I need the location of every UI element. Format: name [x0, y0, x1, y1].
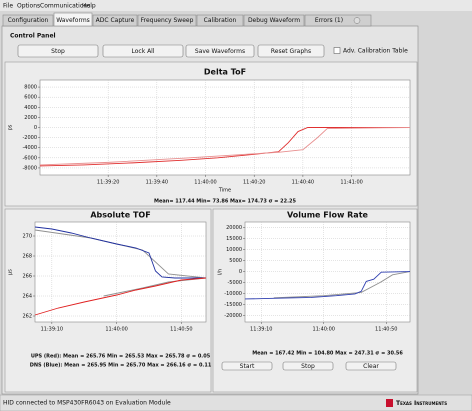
tab[interactable]: [53, 12, 93, 27]
y-tick-label: 262: [22, 314, 32, 320]
series-line: [103, 277, 207, 297]
tab-close[interactable]: [353, 17, 361, 24]
y-tick-label: 2000: [24, 115, 37, 121]
control-panel-title: Control Panel: [10, 33, 56, 40]
y-axis-label: l/h: [218, 269, 224, 275]
tab-label[interactable]: Debug Waveform: [248, 17, 300, 24]
tab[interactable]: [243, 14, 305, 27]
x-tick-label: 11:39:40: [146, 180, 168, 186]
tab[interactable]: [92, 14, 138, 27]
x-tick-label: 11:40:40: [292, 180, 314, 186]
x-tick-label: 11:41:00: [340, 180, 362, 186]
y-tick-label: -6000: [22, 155, 37, 161]
tab-label[interactable]: Frequency Sweep: [141, 17, 194, 24]
series-line: [244, 271, 411, 300]
y-tick-label: 0: [34, 125, 37, 131]
y-tick-label: -10000: [224, 291, 242, 297]
control-button-label[interactable]: Stop: [51, 48, 65, 55]
control-button[interactable]: [185, 44, 255, 58]
tab[interactable]: [2, 14, 54, 27]
menu-item[interactable]: Options: [17, 3, 40, 10]
y-tick-label: 6000: [24, 95, 37, 101]
chart-title: Delta ToF: [204, 68, 246, 77]
checkbox[interactable]: [333, 47, 341, 54]
x-axis-label: Time: [218, 188, 231, 194]
stats-text: DNS (Blue): Mean = 265.95 Min = 265.70 M…: [30, 363, 212, 369]
x-tick-label: 11:39:20: [97, 180, 119, 186]
menu-item[interactable]: Communications: [40, 3, 90, 10]
chart-title: Absolute TOF: [90, 211, 150, 220]
tab-label[interactable]: Configuration: [8, 17, 49, 24]
menu-item[interactable]: Help: [82, 3, 96, 10]
control-button[interactable]: [17, 44, 99, 58]
y-tick-label: -20000: [224, 313, 242, 319]
x-tick-label: 11:40:00: [194, 180, 216, 186]
y-tick-label: 4000: [24, 105, 37, 111]
x-tick-label: 11:40:50: [375, 327, 397, 333]
y-tick-label: 268: [22, 254, 32, 260]
series-line: [273, 271, 411, 299]
series-line: [39, 127, 410, 167]
control-button[interactable]: [102, 44, 184, 58]
control-button-label[interactable]: Reset Graphs: [271, 48, 311, 55]
chart-button[interactable]: [221, 361, 273, 371]
y-tick-label: 15000: [226, 236, 242, 242]
series-line: [34, 226, 206, 279]
y-tick-label: 10000: [226, 247, 242, 253]
control-button[interactable]: [257, 44, 325, 58]
x-tick-label: 11:40:00: [105, 327, 127, 333]
logo-text: Texas Instruments: [396, 400, 447, 407]
chart-title: Volume Flow Rate: [287, 211, 368, 220]
chart-button-label[interactable]: Start: [240, 363, 255, 370]
y-tick-label: -2000: [22, 135, 37, 141]
stats-text: UPS (Red): Mean = 265.76 Min = 265.53 Ma…: [31, 354, 211, 360]
plot-area: [34, 221, 207, 323]
x-tick-label: 11:40:20: [243, 180, 265, 186]
y-axis-label: ps: [8, 124, 14, 130]
tab[interactable]: [137, 14, 197, 27]
checkbox-label[interactable]: Adv. Calibration Table: [343, 48, 408, 55]
y-axis-label: μs: [8, 269, 14, 275]
y-tick-label: 0: [239, 269, 242, 275]
y-tick-label: -8000: [22, 165, 37, 171]
y-tick-label: 264: [22, 294, 32, 300]
y-tick-label: -4000: [22, 145, 37, 151]
x-tick-label: 11:39:10: [250, 327, 272, 333]
menu-bar: [0, 0, 472, 11]
chart-button[interactable]: [345, 361, 397, 371]
logo-icon: [386, 399, 393, 407]
x-tick-label: 11:40:00: [313, 327, 335, 333]
y-tick-label: 266: [22, 274, 32, 280]
chart-button-label[interactable]: Clear: [363, 363, 379, 370]
tab[interactable]: [304, 14, 372, 27]
stats-text: Mean= 117.44 Min= 73.86 Max= 174.73 σ = …: [154, 199, 296, 205]
menu-item[interactable]: File: [3, 3, 13, 10]
y-tick-label: -5000: [227, 280, 242, 286]
series-line: [39, 127, 411, 166]
control-button-label[interactable]: Lock All: [131, 48, 154, 55]
y-tick-label: -15000: [224, 302, 242, 308]
series-line: [34, 277, 207, 316]
y-tick-label: 20000: [226, 225, 242, 231]
chart-button-label[interactable]: Stop: [301, 363, 315, 370]
stats-text: Mean = 167.42 Min = 104.80 Max = 247.31 …: [252, 351, 403, 357]
y-tick-label: 8000: [24, 85, 37, 91]
x-tick-label: 11:40:50: [170, 327, 192, 333]
tab-label[interactable]: Calibration: [204, 17, 237, 24]
y-tick-label: 270: [22, 234, 32, 240]
tab-label[interactable]: ADC Capture: [96, 17, 135, 24]
control-button-label[interactable]: Save Waveforms: [195, 48, 245, 55]
tab-label[interactable]: Errors (1): [315, 17, 343, 24]
tab[interactable]: [196, 14, 244, 27]
tab-label[interactable]: Waveforms: [56, 17, 90, 24]
status-bar: [0, 394, 472, 411]
status-text: HID connected to MSP430FR6043 on Evaluat…: [3, 400, 171, 407]
chart-button[interactable]: [282, 361, 334, 371]
x-tick-label: 11:39:10: [41, 327, 63, 333]
y-tick-label: 5000: [229, 258, 242, 264]
